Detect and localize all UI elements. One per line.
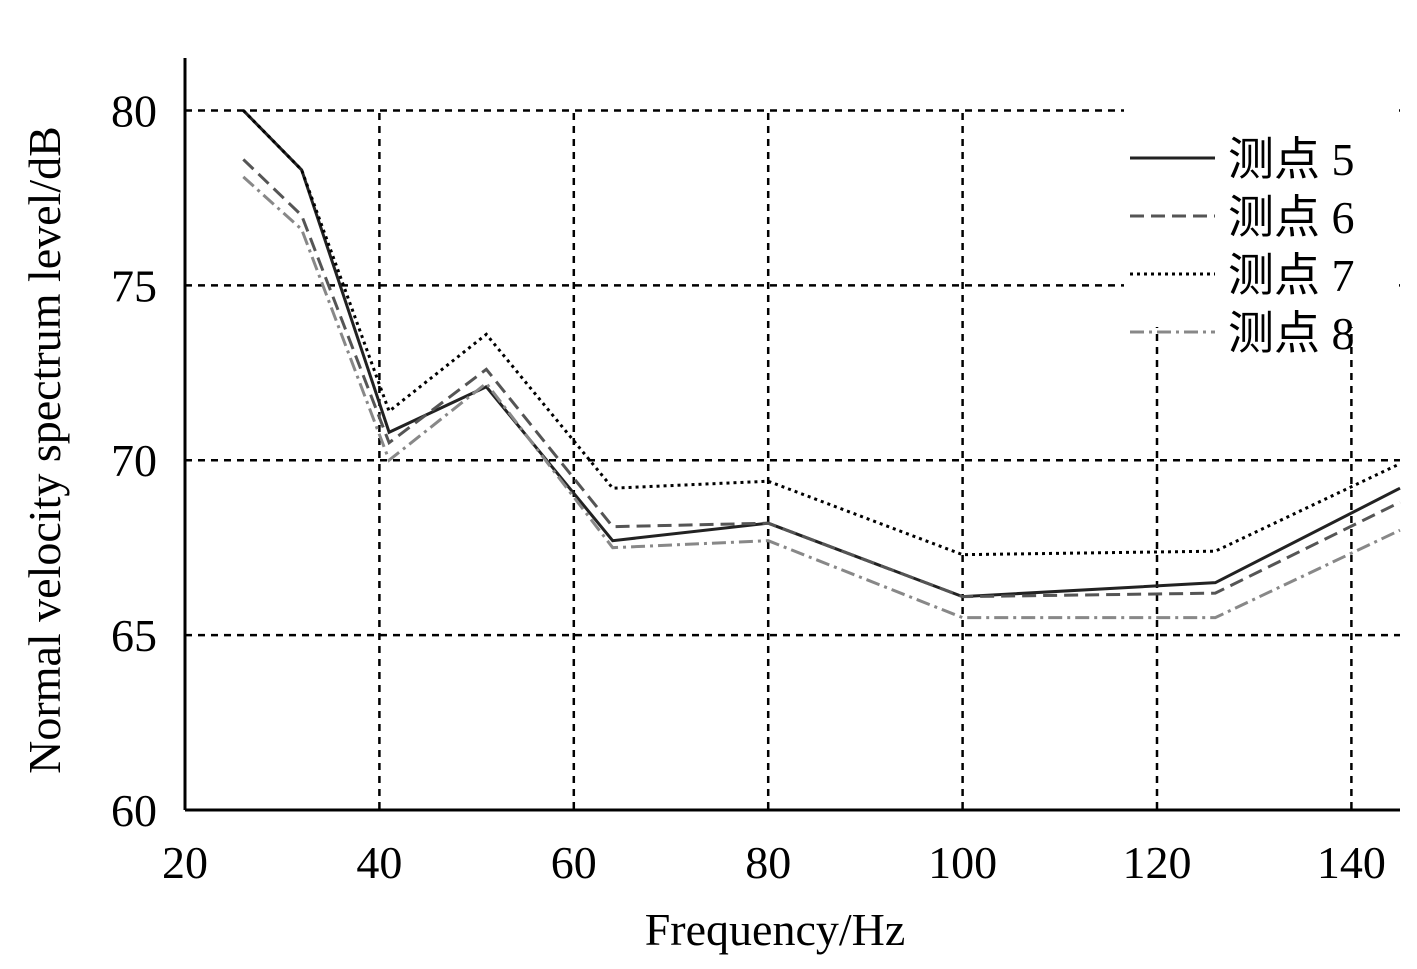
series-line-3 bbox=[242, 109, 1401, 557]
x-tick-label: 20 bbox=[162, 837, 208, 888]
legend-label-1: 测点 5 bbox=[1228, 134, 1355, 185]
series-line-1 bbox=[242, 109, 1401, 599]
legend-background bbox=[1124, 87, 1399, 327]
y-tick-label: 70 bbox=[111, 435, 157, 486]
y-tick-label: 80 bbox=[111, 85, 157, 136]
tick-labels: 60 65 70 75 80 20 40 60 80 100 120 140 bbox=[111, 85, 1386, 888]
x-tick-label: 140 bbox=[1317, 837, 1386, 888]
x-axis-label: Frequency/Hz bbox=[645, 904, 906, 955]
series-line-2 bbox=[242, 158, 1401, 599]
x-tick-label: 40 bbox=[356, 837, 402, 888]
y-tick-label: 65 bbox=[111, 610, 157, 661]
y-tick-label: 60 bbox=[111, 785, 157, 836]
y-tick-label: 75 bbox=[111, 260, 157, 311]
legend-label-2: 测点 6 bbox=[1228, 192, 1355, 243]
x-tick-label: 60 bbox=[551, 837, 597, 888]
y-axis-label: Normal velocity spectrum level/dB bbox=[19, 126, 70, 774]
x-tick-label: 120 bbox=[1123, 837, 1192, 888]
axes bbox=[183, 58, 1400, 812]
series-lines bbox=[242, 109, 1401, 620]
legend-label-3: 测点 7 bbox=[1228, 250, 1355, 301]
legend-label-4: 测点 8 bbox=[1228, 308, 1355, 359]
x-tick-label: 80 bbox=[745, 837, 791, 888]
legend: 测点 5 测点 6 测点 7 测点 8 bbox=[1124, 87, 1399, 359]
x-tick-label: 100 bbox=[928, 837, 997, 888]
series-line-4 bbox=[242, 175, 1401, 620]
